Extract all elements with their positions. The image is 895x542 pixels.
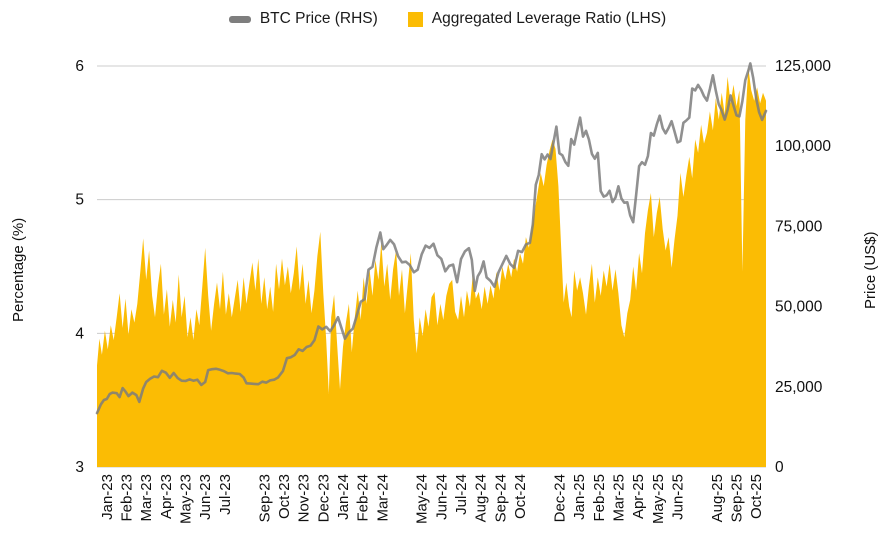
x-axis-tick-label: Mar-25 xyxy=(610,474,627,522)
right-axis-tick-label: 100,000 xyxy=(775,138,831,155)
x-axis-tick-label: Jan-24 xyxy=(335,474,352,520)
legend-item-btc-price[interactable]: BTC Price (RHS) xyxy=(228,10,378,28)
x-axis-tick-label: Feb-23 xyxy=(119,474,136,522)
x-axis-tick-label: Apr-25 xyxy=(630,474,647,519)
x-axis-tick-label: Sep-24 xyxy=(492,474,509,522)
x-axis-tick-label: Jul-23 xyxy=(217,474,234,515)
legend-label-btc-price: BTC Price (RHS) xyxy=(259,10,378,27)
right-axis-tick-label: 50,000 xyxy=(775,299,823,316)
x-axis-tick-label: Apr-23 xyxy=(158,474,175,519)
x-axis-tick-label: Jun-24 xyxy=(433,474,450,520)
x-axis-tick-label: Jan-25 xyxy=(571,474,588,520)
right-axis-tick-label: 125,000 xyxy=(775,58,831,75)
right-axis-tick-label: 0 xyxy=(775,459,784,476)
leverage-area-swatch-icon xyxy=(407,11,423,27)
btc-price-line[interactable] xyxy=(95,62,768,415)
x-axis-tick-label: Aug-24 xyxy=(473,474,490,522)
x-axis-tick-label: Jul-24 xyxy=(453,474,470,515)
x-axis-tick-label: Sep-23 xyxy=(256,474,273,522)
x-axis-tick-label: Mar-23 xyxy=(138,474,155,522)
leverage-ratio-area[interactable] xyxy=(97,67,766,468)
x-axis-tick-label: May-24 xyxy=(414,474,431,524)
right-axis-tick-label: 25,000 xyxy=(775,379,823,396)
x-axis-tick-label: Sep-25 xyxy=(728,474,745,522)
chart-legend: BTC Price (RHS) Aggregated Leverage Rati… xyxy=(0,10,895,28)
left-axis-tick-label: 4 xyxy=(75,325,84,342)
x-axis-tick-label: Feb-24 xyxy=(355,474,372,522)
x-axis-tick-label: Feb-25 xyxy=(591,474,608,522)
x-axis-tick-label: Oct-23 xyxy=(276,474,293,519)
x-axis-tick-label: Dec-24 xyxy=(551,474,568,522)
right-axis-tick-label: 75,000 xyxy=(775,218,823,235)
x-axis-tick-label: Jun-25 xyxy=(669,474,686,520)
x-axis-tick-label: Jan-23 xyxy=(99,474,116,520)
x-axis-tick-label: May-23 xyxy=(178,474,195,524)
x-axis-tick-label: Aug-25 xyxy=(709,474,726,522)
x-axis-tick-label: Nov-23 xyxy=(296,474,313,522)
left-axis-tick-label: 3 xyxy=(75,459,84,476)
x-axis-tick-label: Dec-23 xyxy=(315,474,332,522)
x-axis-tick-label: Mar-24 xyxy=(374,474,391,522)
btc-line-swatch-icon xyxy=(228,15,251,23)
x-axis-tick-label: Jun-23 xyxy=(197,474,214,520)
x-axis-tick-label: Oct-25 xyxy=(748,474,765,519)
x-axis-tick-label: Oct-24 xyxy=(512,474,529,519)
x-axis-tick-label: May-25 xyxy=(650,474,667,524)
left-axis-tick-label: 6 xyxy=(75,58,84,75)
legend-label-leverage-ratio: Aggregated Leverage Ratio (LHS) xyxy=(431,10,667,27)
left-axis-tick-label: 5 xyxy=(75,192,84,209)
legend-item-leverage-ratio[interactable]: Aggregated Leverage Ratio (LHS) xyxy=(407,10,667,28)
